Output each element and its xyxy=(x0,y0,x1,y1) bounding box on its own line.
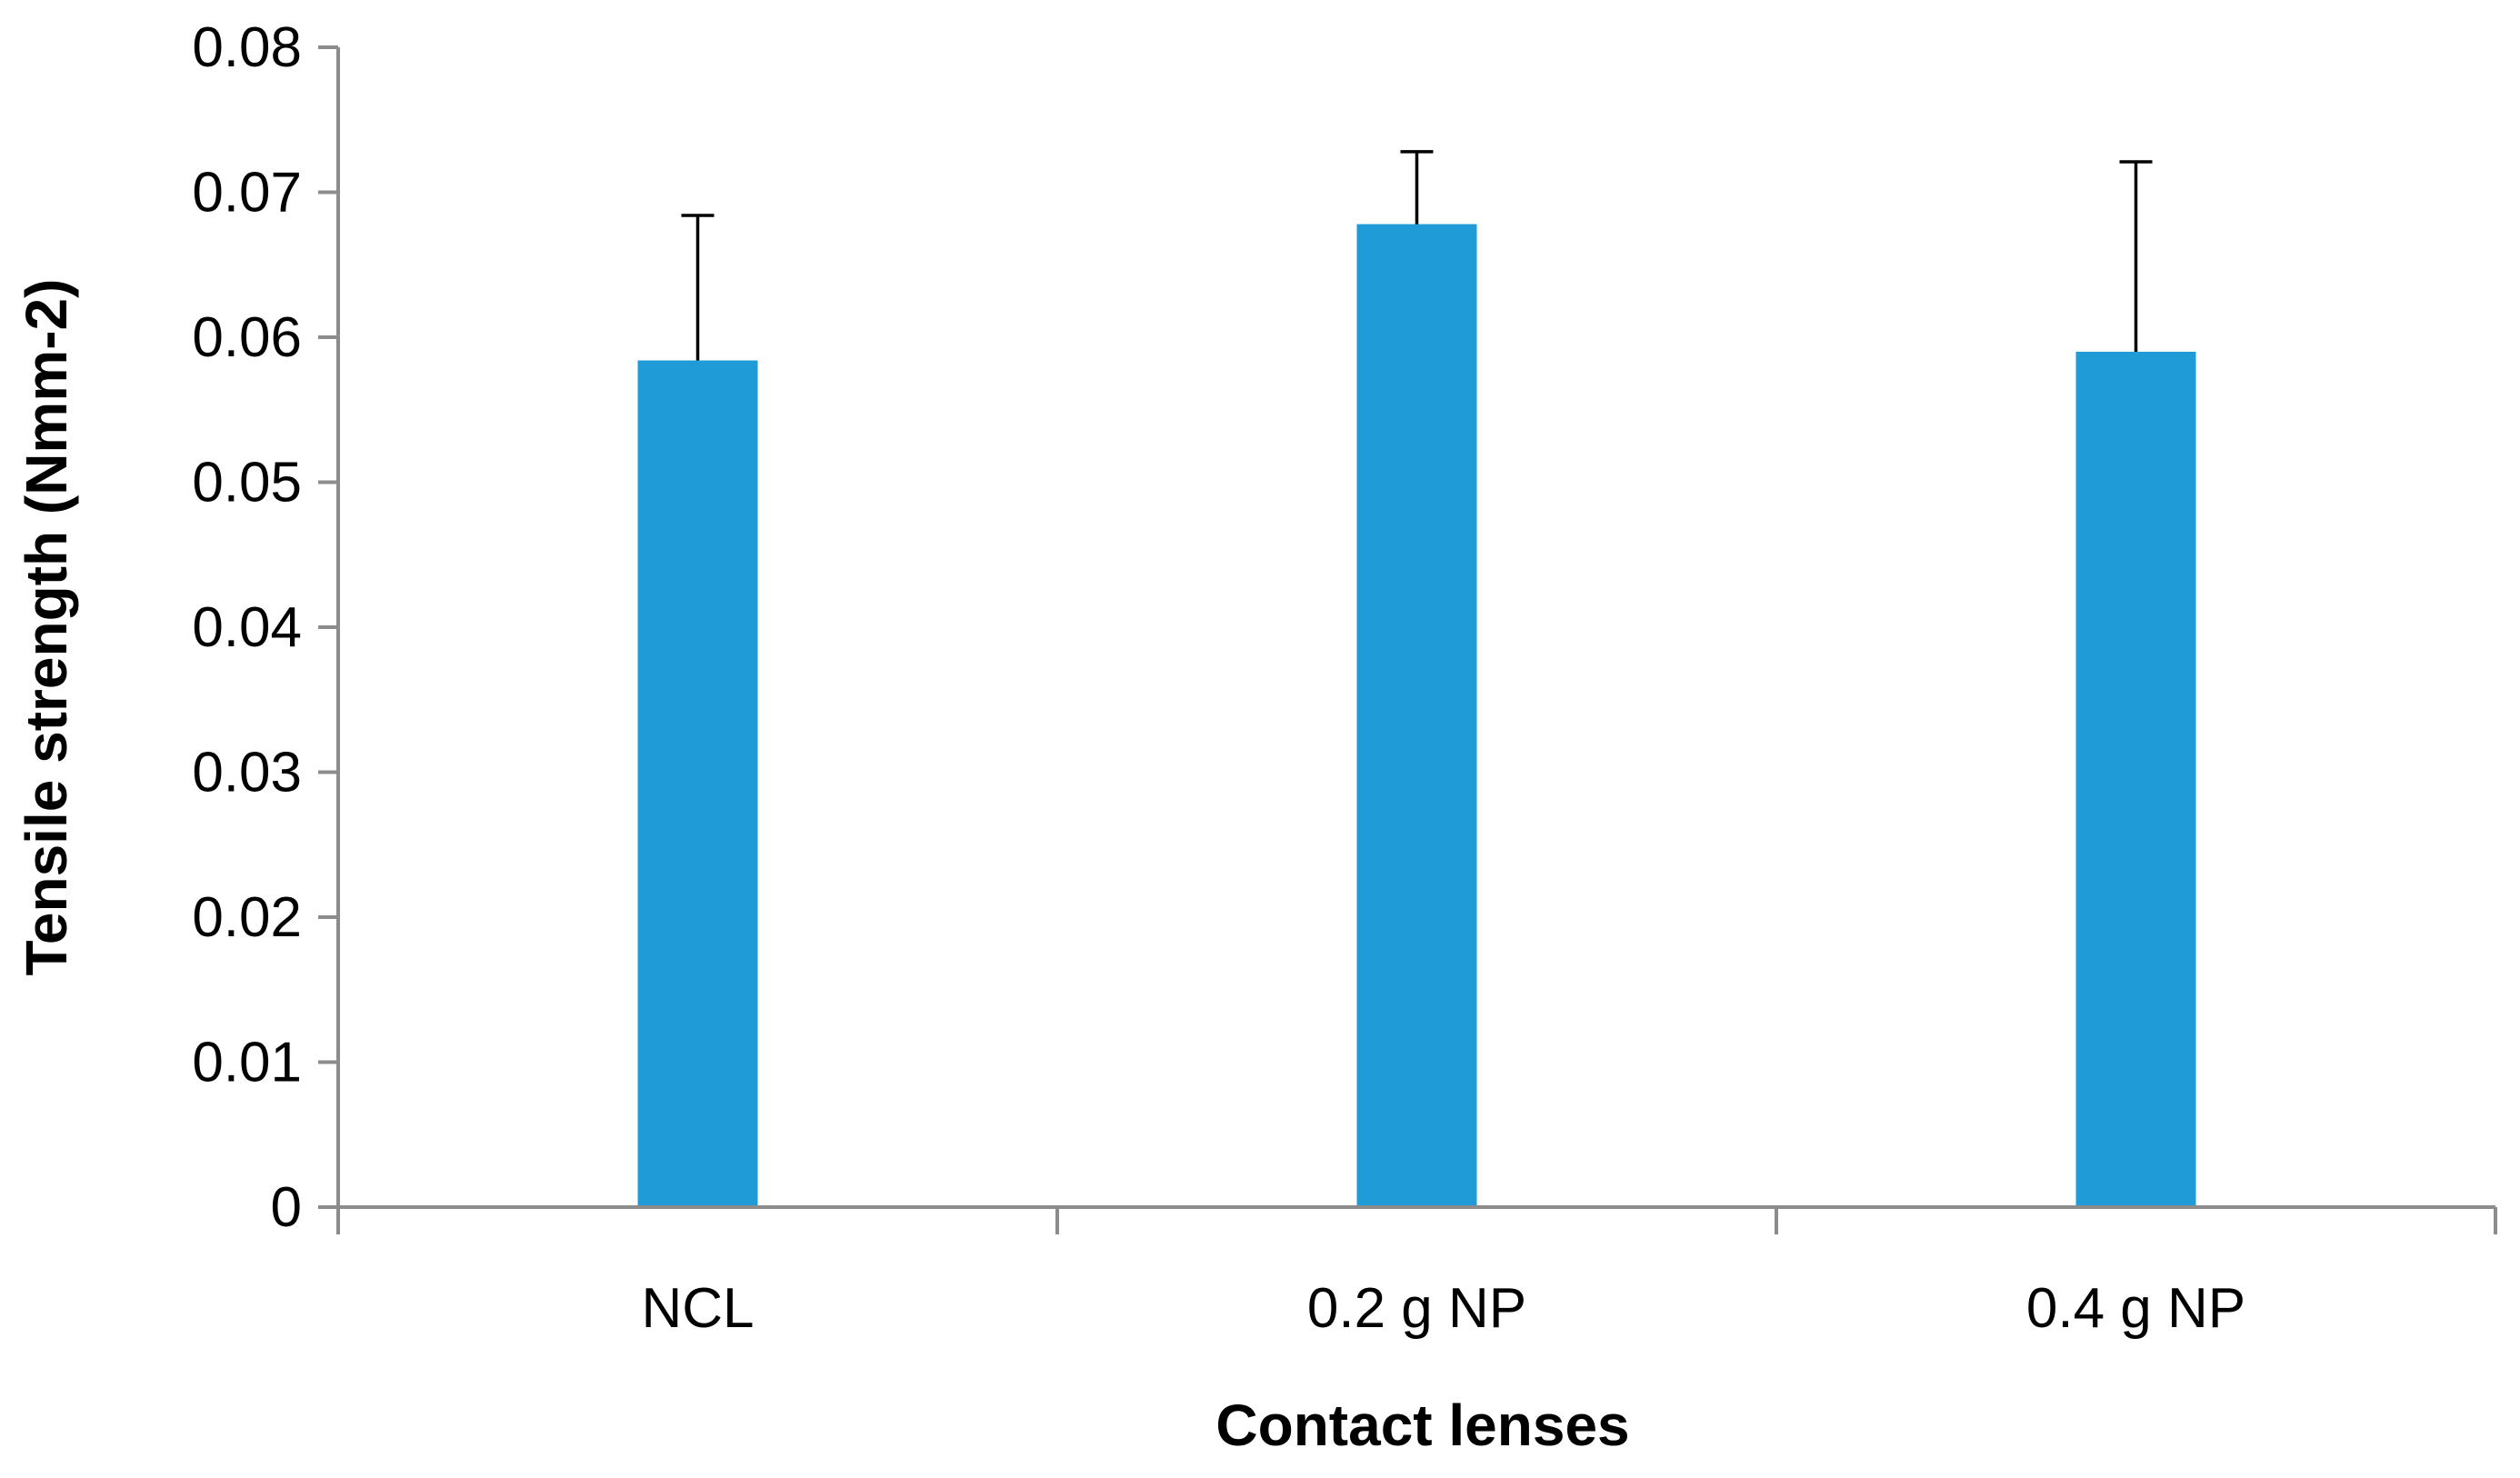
x-tick-label: 0.4 g NP xyxy=(2026,1277,2245,1340)
y-tick-label: 0.06 xyxy=(192,306,302,369)
y-tick-label: 0.01 xyxy=(192,1032,302,1094)
y-tick-label: 0.02 xyxy=(192,886,302,949)
x-tick-label: 0.2 g NP xyxy=(1307,1277,1526,1340)
error-bars xyxy=(681,150,2153,361)
y-axis-title: Tensile strength (Nmm-2) xyxy=(14,279,79,976)
y-tick-label: 0.05 xyxy=(192,452,302,514)
bar xyxy=(2075,351,2196,1207)
y-tick-label: 0.08 xyxy=(192,16,302,79)
x-tick-label: NCL xyxy=(641,1277,754,1340)
y-tick-label: 0.04 xyxy=(192,596,302,659)
x-axis-ticks: NCL 0.2 g NP 0.4 g NP xyxy=(336,1207,2497,1340)
bars xyxy=(637,224,2196,1208)
y-tick-label: 0 xyxy=(271,1176,302,1239)
bar xyxy=(637,360,758,1207)
bar xyxy=(1356,224,1477,1208)
y-tick-label: 0.07 xyxy=(192,162,302,225)
x-axis-title: Contact lenses xyxy=(1215,1393,1629,1458)
y-axis-ticks: 0 0.01 0.02 0.03 0.04 0.05 0.06 0.07 0.08 xyxy=(192,16,338,1239)
y-tick-label: 0.03 xyxy=(192,742,302,804)
